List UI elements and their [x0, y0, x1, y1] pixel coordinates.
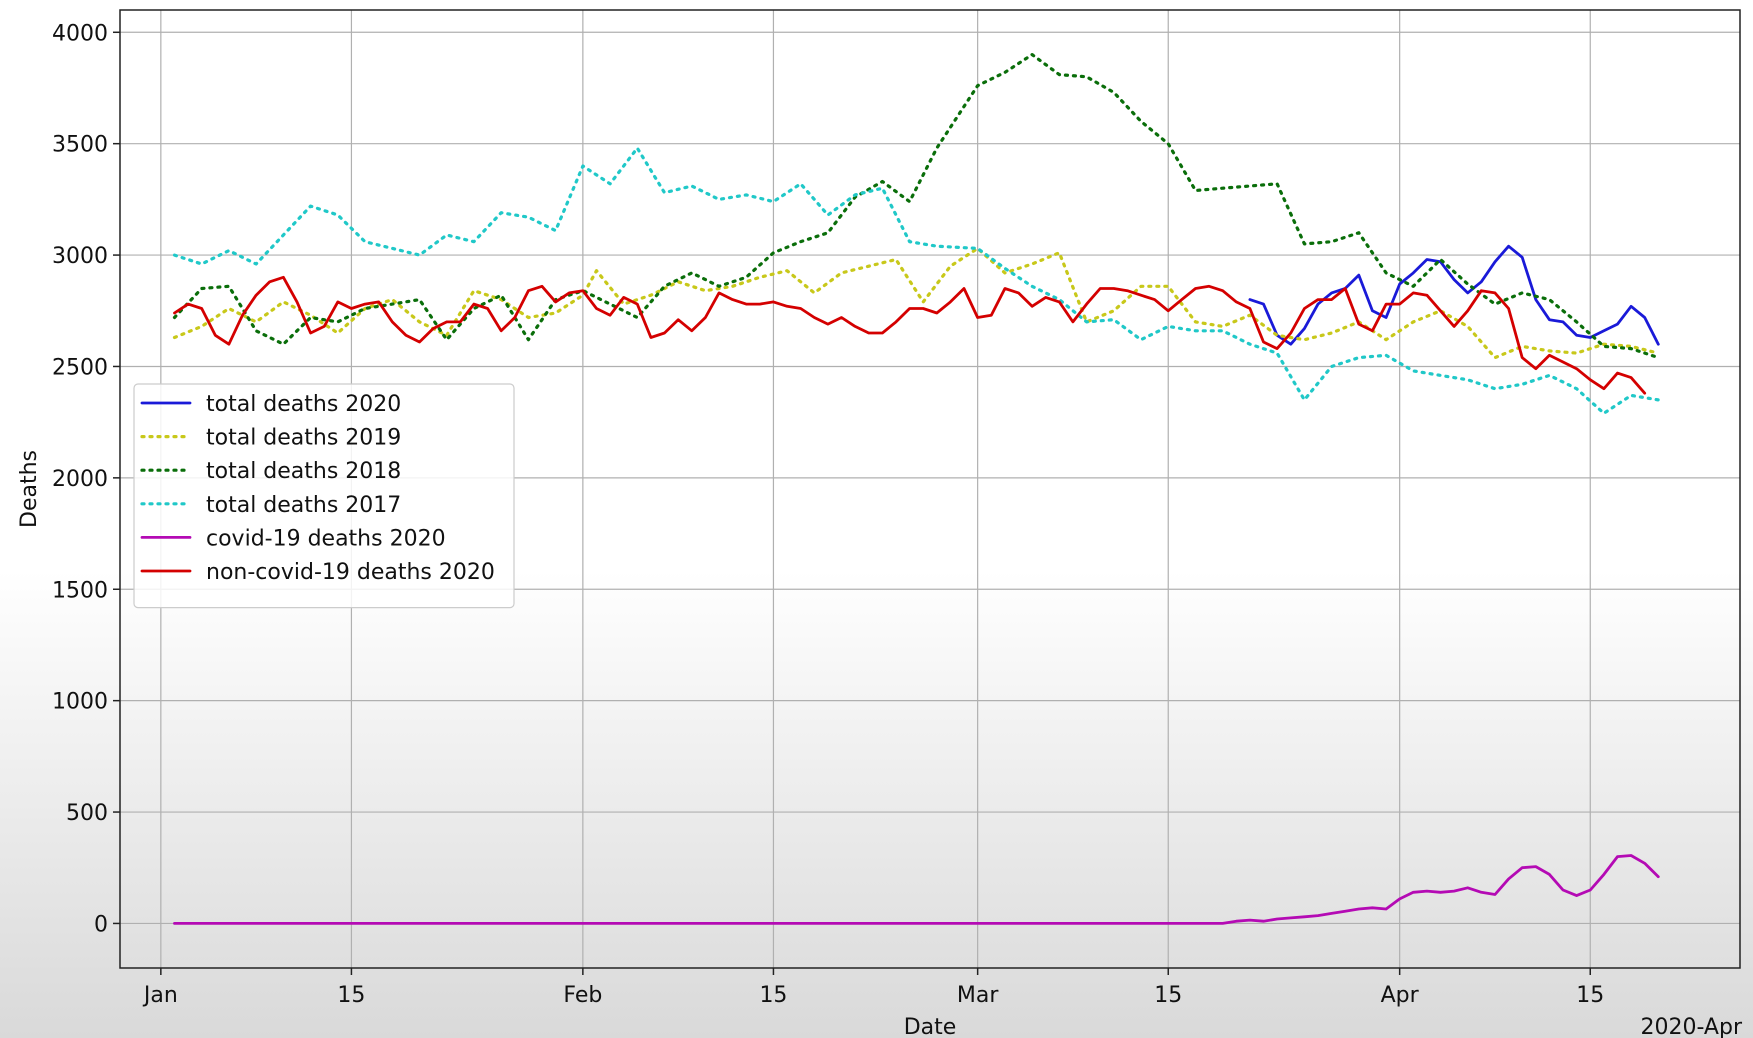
y-tick-label: 0 — [94, 912, 108, 937]
legend-label-0: total deaths 2020 — [206, 392, 401, 417]
legend-label-5: non-covid-19 deaths 2020 — [206, 560, 495, 585]
series-line-2 — [172, 53, 1660, 360]
series-line-3 — [172, 146, 1660, 415]
y-tick-label: 2000 — [52, 467, 108, 492]
y-tick-label: 4000 — [52, 21, 108, 46]
y-tick-label: 3000 — [52, 244, 108, 269]
x-axis-label: Date — [904, 1015, 957, 1038]
x-tick-label: 15 — [337, 983, 365, 1008]
y-tick-label: 3500 — [52, 133, 108, 158]
series-line-1 — [172, 246, 1660, 360]
y-tick-label: 2500 — [52, 355, 108, 380]
legend-label-4: covid-19 deaths 2020 — [206, 526, 446, 551]
plot-frame — [119, 9, 1741, 969]
legend-box — [133, 383, 515, 609]
series-line-0 — [1248, 244, 1660, 346]
series-lines — [172, 53, 1660, 925]
y-tick-label: 1500 — [52, 578, 108, 603]
axis-ticks: 0 500 1000 1500 2000 2500 3000 3500 4000 Jan 15 Feb… — [52, 21, 1604, 1008]
legend: total deaths 2020 total deaths 2019 total … — [133, 383, 515, 609]
y-tick-label: 500 — [66, 801, 108, 826]
grid-lines — [120, 10, 1740, 968]
x-tick-label: 15 — [759, 983, 787, 1008]
x-tick-label: Mar — [957, 983, 999, 1008]
x-tick-label: Feb — [563, 983, 602, 1008]
legend-label-1: total deaths 2019 — [206, 426, 401, 451]
y-axis-label: Deaths — [17, 450, 42, 528]
x-axis-offset-label: 2020-Apr — [1640, 1015, 1742, 1038]
legend-label-2: total deaths 2018 — [206, 459, 401, 484]
series-line-4 — [173, 854, 1660, 925]
x-tick-label: 15 — [1154, 983, 1182, 1008]
legend-label-3: total deaths 2017 — [206, 493, 401, 518]
x-tick-label: Jan — [142, 983, 178, 1008]
y-tick-label: 1000 — [52, 690, 108, 715]
x-tick-label: Apr — [1381, 983, 1420, 1008]
series-line-5 — [173, 275, 1647, 395]
x-tick-label: 15 — [1576, 983, 1604, 1008]
